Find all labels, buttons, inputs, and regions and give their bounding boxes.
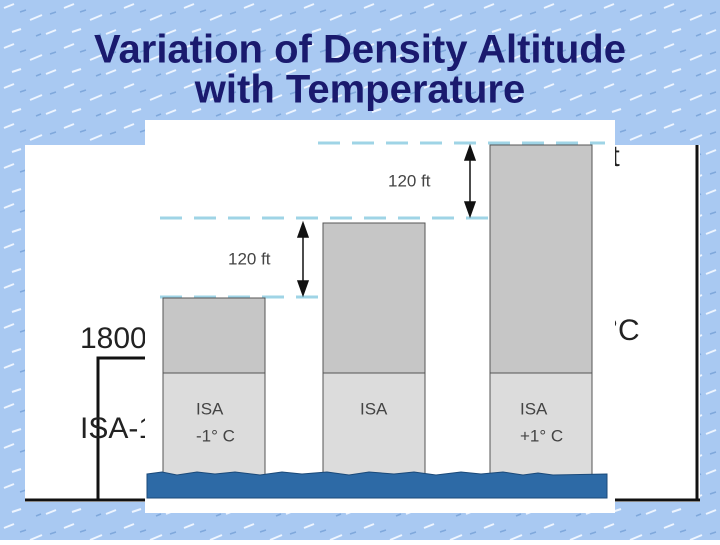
outline: [96, 356, 150, 500]
column-label: +1° C: [520, 426, 563, 445]
column-label: ISA: [196, 399, 224, 418]
spacing-label: 120 ft: [388, 171, 431, 190]
title-line: with Temperature: [194, 68, 525, 112]
column-upper: [489, 144, 593, 374]
diagram: 120 ft 120 ft ISA -1° C ISA ISA +1° C: [145, 120, 615, 513]
column-label: ISA: [520, 399, 548, 418]
column-lower: [322, 372, 426, 476]
column-lower: [489, 372, 593, 476]
column: [489, 144, 593, 476]
water: [146, 471, 608, 499]
column: [322, 222, 426, 476]
title-line: Variation of Density Altitude: [94, 28, 626, 72]
column: [162, 297, 266, 476]
arrow: [296, 143, 477, 298]
column-upper: [162, 297, 266, 374]
column-label: -1° C: [196, 426, 235, 445]
back-label: ISA-1: [80, 412, 155, 445]
column-label: ISA: [360, 399, 388, 418]
spacing-label: 120 ft: [228, 249, 271, 268]
column-upper: [322, 222, 426, 374]
back-label: 1800: [80, 322, 147, 355]
column-lower: [162, 372, 266, 476]
